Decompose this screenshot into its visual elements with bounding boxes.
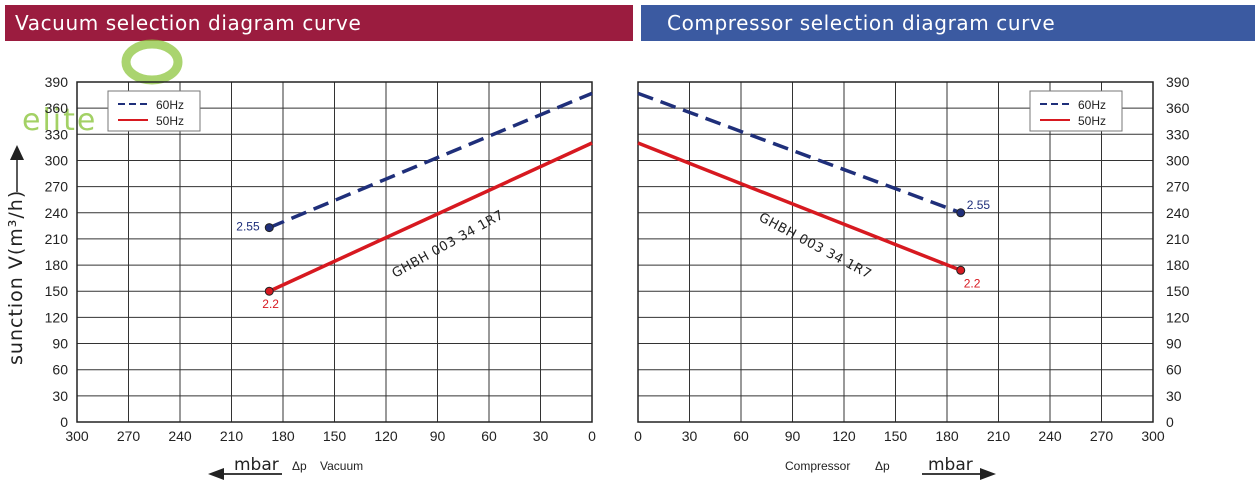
compressor-x-tick-label: 180 (935, 428, 959, 444)
vacuum-x-axis-label: mbar Δp Vacuum (208, 455, 363, 480)
compressor-title-banner: Compressor selection diagram curve (641, 5, 1255, 41)
vacuum-x-tick-label: 300 (65, 428, 89, 444)
compressor-series-50hz-end-label: 2.2 (964, 276, 981, 290)
compressor-delta-symbol: Δp (875, 459, 890, 473)
compressor-y-tick-label: 360 (1166, 100, 1190, 116)
vacuum-series-60hz-line (268, 91, 593, 230)
vacuum-y-tick-label: 90 (52, 336, 68, 352)
vacuum-chart-title: Vacuum selection diagram curve (15, 11, 362, 35)
compressor-y-tick-label: 90 (1166, 336, 1182, 352)
vacuum-y-tick-label: 30 (52, 388, 68, 404)
compressor-series-50hz-endpoint (956, 265, 966, 275)
y-axis-up-arrow-icon (10, 145, 24, 192)
vacuum-y-tick-label: 0 (60, 414, 68, 430)
vacuum-chart-plot: 2.55 2.2 60Hz 50Hz (107, 90, 593, 311)
compressor-model-label: GHBH 003 34 1R7 (756, 210, 874, 282)
vacuum-x-tick-label: 60 (481, 428, 497, 444)
compressor-plot-frame (637, 81, 1154, 423)
compressor-y-tick-label: 180 (1166, 257, 1190, 273)
compressor-x-tick-label: 150 (884, 428, 908, 444)
vacuum-chart-grid: 300 270 240 210 180 150 120 90 60 30 0030609012015… (45, 74, 596, 444)
vacuum-series-60hz-endpoint (264, 223, 274, 233)
compressor-legend: 60Hz 50Hz (1029, 90, 1123, 132)
vacuum-x-tick-label: 150 (323, 428, 347, 444)
vacuum-x-tick-label: 90 (430, 428, 446, 444)
vacuum-y-tick-label: 270 (45, 179, 69, 195)
compressor-x-tick-label: 0 (634, 428, 642, 444)
vacuum-y-tick-label: 360 (45, 100, 69, 116)
vacuum-axis-text: Vacuum (320, 459, 363, 473)
vacuum-series-50hz-endpoint (264, 286, 274, 296)
compressor-y-tick-label: 330 (1166, 126, 1190, 142)
compressor-y-tick-label: 60 (1166, 362, 1182, 378)
left-arrow-icon (208, 468, 224, 480)
vacuum-y-tick-label: 150 (45, 283, 69, 299)
vacuum-series-50hz-end-label: 2.2 (262, 297, 279, 311)
vacuum-x-tick-label: 270 (117, 428, 141, 444)
compressor-y-tick-label: 150 (1166, 283, 1190, 299)
vacuum-y-tick-label: 330 (45, 126, 69, 142)
vacuum-x-tick-label: 30 (533, 428, 549, 444)
vacuum-x-tick-label: 240 (168, 428, 192, 444)
compressor-y-tick-label: 270 (1166, 179, 1190, 195)
vacuum-unit-label: mbar (234, 455, 279, 475)
compressor-legend-label: 50Hz (1078, 114, 1106, 128)
vacuum-series-60hz-end-label: 2.55 (236, 220, 260, 234)
compressor-x-tick-label: 270 (1090, 428, 1114, 444)
vacuum-series-50hz-line (268, 141, 593, 293)
vacuum-y-tick-label: 180 (45, 257, 69, 273)
compressor-x-tick-label: 30 (682, 428, 698, 444)
compressor-x-axis-label: Compressor Δp mbar (785, 455, 996, 480)
watermark-swirl-icon (121, 39, 183, 85)
compressor-x-tick-label: 60 (733, 428, 749, 444)
vacuum-y-tick-label: 120 (45, 309, 69, 325)
compressor-y-tick-label: 0 (1166, 414, 1174, 430)
compressor-y-tick-label: 120 (1166, 309, 1190, 325)
compressor-series-60hz-line (637, 91, 962, 215)
vacuum-y-tick-label: 240 (45, 205, 69, 221)
compressor-x-tick-label: 90 (785, 428, 801, 444)
compressor-x-tick-label: 240 (1038, 428, 1062, 444)
compressor-x-tick-label: 120 (832, 428, 856, 444)
compressor-x-tick-label: 210 (987, 428, 1011, 444)
compressor-legend-box (1029, 90, 1123, 132)
vacuum-delta-symbol: Δp (292, 459, 307, 473)
compressor-y-tick-label: 390 (1166, 74, 1190, 90)
compressor-y-tick-label: 300 (1166, 152, 1190, 168)
vacuum-x-tick-label: 210 (220, 428, 244, 444)
vacuum-y-tick-label: 300 (45, 152, 69, 168)
vacuum-legend-label: 50Hz (156, 114, 184, 128)
vacuum-title-banner: Vacuum selection diagram curve (5, 5, 633, 41)
vacuum-plot-frame (76, 81, 593, 423)
right-arrow-icon (980, 468, 996, 480)
compressor-series-50hz-line (637, 141, 962, 272)
vacuum-x-tick-label: 0 (588, 428, 596, 444)
compressor-y-tick-label: 240 (1166, 205, 1190, 221)
vacuum-legend: 60Hz 50Hz (107, 90, 201, 132)
vacuum-y-tick-label: 390 (45, 74, 69, 90)
compressor-axis-text: Compressor (785, 459, 850, 473)
y-axis-label: sunction V(m³/h) (5, 190, 27, 365)
compressor-y-tick-label: 210 (1166, 231, 1190, 247)
vacuum-y-tick-label: 60 (52, 362, 68, 378)
compressor-legend-label: 60Hz (1078, 98, 1106, 112)
compressor-chart-grid: 0 30 60 90 120 150 180 210 240 270 300030609012015… (634, 74, 1189, 444)
vacuum-legend-label: 60Hz (156, 98, 184, 112)
vacuum-x-tick-label: 180 (271, 428, 295, 444)
compressor-chart-plot: 2.55 2.2 60Hz 50Hz (637, 90, 1123, 290)
vacuum-x-tick-label: 120 (374, 428, 398, 444)
compressor-chart-title: Compressor selection diagram curve (667, 11, 1056, 35)
compressor-series-60hz-endpoint (956, 208, 966, 218)
vacuum-y-tick-label: 210 (45, 231, 69, 247)
compressor-unit-label: mbar (928, 455, 973, 475)
compressor-y-tick-label: 30 (1166, 388, 1182, 404)
vacuum-legend-box (107, 90, 201, 132)
compressor-x-tick-label: 300 (1141, 428, 1165, 444)
compressor-series-60hz-end-label: 2.55 (967, 198, 991, 212)
